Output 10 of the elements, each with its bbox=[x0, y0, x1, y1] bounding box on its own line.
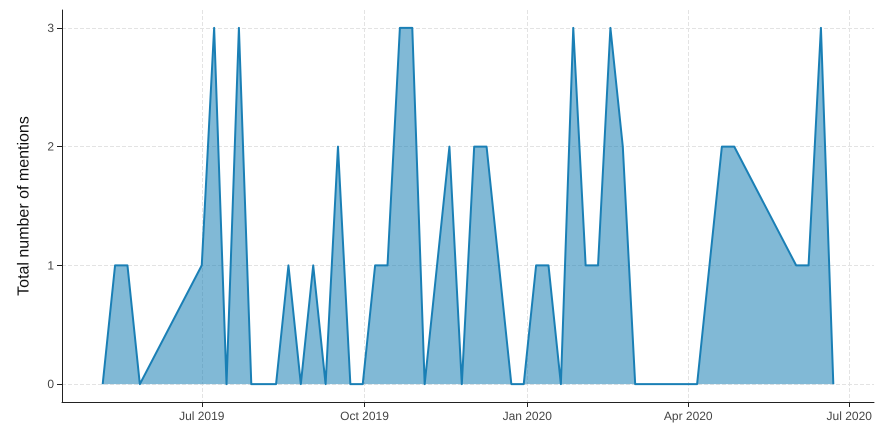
y-tick-label: 3 bbox=[47, 20, 54, 35]
x-tick-label: Jul 2019 bbox=[179, 409, 225, 423]
y-tick-label: 0 bbox=[47, 377, 54, 392]
x-tick-label: Oct 2019 bbox=[340, 409, 390, 423]
y-tick-label: 2 bbox=[47, 140, 54, 154]
x-tick-label: Jan 2020 bbox=[502, 409, 552, 423]
y-tick-label: 1 bbox=[47, 258, 54, 272]
y-axis-title: Total number of mentions bbox=[16, 116, 32, 296]
x-tick-label: Jul 2020 bbox=[826, 409, 872, 423]
x-tick-label: Apr 2020 bbox=[664, 409, 713, 423]
